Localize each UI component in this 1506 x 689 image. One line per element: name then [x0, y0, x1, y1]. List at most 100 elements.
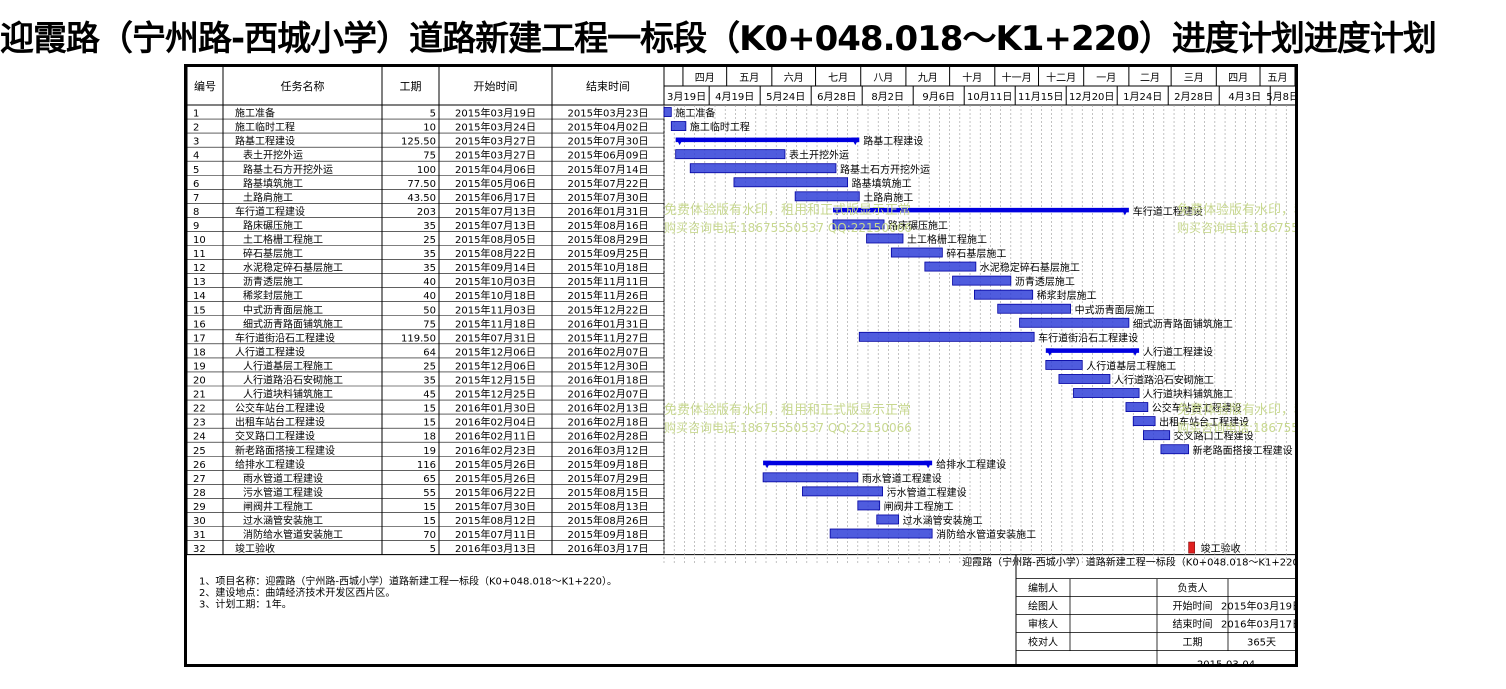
task-id: 11: [193, 249, 206, 260]
week-label: 1月24日: [1123, 91, 1162, 103]
header-start: 开始时间: [474, 79, 518, 93]
task-end: 2016年02月07日: [568, 345, 649, 358]
week-label: 11月15日: [1018, 91, 1063, 103]
task-id: 16: [193, 319, 206, 330]
task-bar: [997, 303, 1071, 314]
task-name: 中式沥青面层施工: [243, 303, 323, 316]
task-duration: 15: [423, 418, 436, 429]
task-id: 27: [193, 474, 206, 485]
task-bar: [832, 219, 885, 230]
task-name: 污水管道工程建设: [243, 486, 323, 499]
bar-label: 施工临时工程: [690, 121, 750, 134]
task-id: 14: [193, 291, 206, 302]
task-name: 路基土石方开挖外运: [243, 163, 333, 176]
task-end: 2015年11月26日: [568, 289, 649, 302]
task-name: 闸阀井工程施工: [243, 500, 313, 513]
task-start: 2015年12月15日: [455, 374, 536, 387]
task-start: 2015年03月24日: [455, 121, 536, 134]
task-duration: 43.50: [407, 193, 436, 204]
watermark-text: 购买咨询电话:18675550537 QQ:22150066: [664, 220, 912, 235]
task-start: 2016年02月11日: [455, 430, 536, 443]
task-start: 2015年06月22日: [455, 486, 536, 499]
month-label: 十一月: [1002, 71, 1032, 84]
task-bar: [733, 177, 849, 188]
task-bar: [1045, 359, 1083, 370]
task-bar: [866, 233, 904, 244]
month-label: 七月: [828, 72, 848, 84]
bar-label: 人行道块料铺筑施工: [1143, 388, 1233, 401]
task-id: 15: [193, 305, 206, 316]
task-duration: 40: [423, 291, 436, 302]
task-end: 2015年07月30日: [568, 135, 649, 148]
task-start: 2015年08月12日: [455, 514, 536, 527]
header-end: 结束时间: [586, 80, 630, 93]
task-id: 22: [193, 404, 206, 415]
month-label: 四月: [695, 72, 715, 84]
summary-bar: [1045, 348, 1140, 353]
task-duration: 35: [423, 263, 436, 274]
week-label: 2月28日: [1174, 91, 1213, 103]
task-name: 细式沥青路面铺筑施工: [243, 317, 343, 330]
task-end: 2015年08月13日: [568, 500, 649, 513]
task-end: 2016年02月13日: [568, 402, 649, 415]
bar-label: 水泥稳定碎石基层施工: [980, 261, 1080, 274]
task-id: 4: [193, 151, 199, 162]
bar-label: 碎石基层施工: [946, 247, 1006, 260]
task-start: 2015年04月06日: [455, 163, 536, 176]
task-bar: [675, 149, 786, 160]
info-label: 结束时间: [1173, 618, 1213, 631]
task-end: 2016年01月31日: [568, 317, 649, 330]
task-id: 10: [193, 235, 206, 246]
week-label: 12月20日: [1069, 91, 1114, 103]
task-start: 2015年03月27日: [455, 135, 536, 148]
bar-label: 施工准备: [675, 107, 715, 120]
task-duration: 25: [423, 235, 436, 246]
task-bar: [670, 121, 687, 131]
task-id: 32: [193, 544, 206, 555]
project-note: 2、建设地点：曲靖经济技术开发区西片区。: [199, 586, 395, 599]
task-bar: [973, 289, 1034, 300]
task-duration: 75: [423, 319, 436, 330]
task-duration: 64: [423, 347, 436, 358]
task-start: 2016年02月23日: [455, 444, 536, 457]
watermark-text: 免费体验版有水印，租用和正式版显示正常: [1177, 202, 1295, 218]
bar-label: 给排水工程建设: [936, 458, 1006, 471]
project-note: 1、项目名称：迎霞路（宁州路-西城小学）道路新建工程一标段（K0+048.018…: [199, 575, 617, 588]
task-start: 2016年02月04日: [455, 416, 536, 429]
task-bar: [1132, 416, 1156, 427]
bar-label: 路基填筑施工: [852, 177, 912, 190]
info-label: 编制人: [1028, 582, 1058, 595]
month-label: 九月: [918, 72, 938, 84]
task-end: 2015年08月29日: [568, 233, 649, 246]
summary-cap-end: [924, 460, 933, 469]
task-end: 2015年07月22日: [568, 177, 649, 190]
bar-label: 路基工程建设: [863, 135, 923, 148]
task-id: 25: [193, 446, 206, 457]
bar-label: 路床碾压施工: [888, 219, 948, 232]
task-start: 2015年05月26日: [455, 458, 536, 471]
watermark-text: 购买咨询电话:18675550537 QQ:22150066: [664, 420, 912, 435]
summary-cap-end: [851, 137, 860, 146]
task-start: 2015年07月11日: [455, 528, 536, 541]
task-id: 24: [193, 432, 206, 443]
bar-label: 沥青透层施工: [1015, 275, 1075, 288]
task-name: 竣工验收: [235, 542, 275, 555]
task-id: 5: [193, 165, 199, 176]
task-name: 碎石基层施工: [243, 247, 303, 260]
summary-cap-start: [763, 460, 772, 469]
task-name: 车行道工程建设: [235, 205, 305, 218]
page-title: 迎霞路（宁州路-西城小学）道路新建工程一标段（K0+048.018～K1+220…: [0, 19, 1437, 59]
task-bar: [802, 486, 883, 497]
task-name: 人行道块料铺筑施工: [243, 388, 333, 401]
week-label: 4月19日: [715, 91, 754, 103]
task-duration: 18: [423, 432, 436, 443]
week-label: 3月19日: [667, 91, 706, 103]
info-label: 校对人: [1028, 636, 1058, 649]
watermark-text: 免费体验版有水印，租用和正式版显示正常: [664, 202, 911, 218]
task-end: 2015年12月22日: [568, 303, 649, 316]
task-duration: 119.50: [401, 333, 436, 344]
task-name: 土工格栅工程施工: [243, 233, 323, 246]
bar-label: 稀浆封层施工: [1037, 289, 1097, 302]
task-id: 9: [193, 221, 199, 232]
task-id: 29: [193, 502, 206, 513]
